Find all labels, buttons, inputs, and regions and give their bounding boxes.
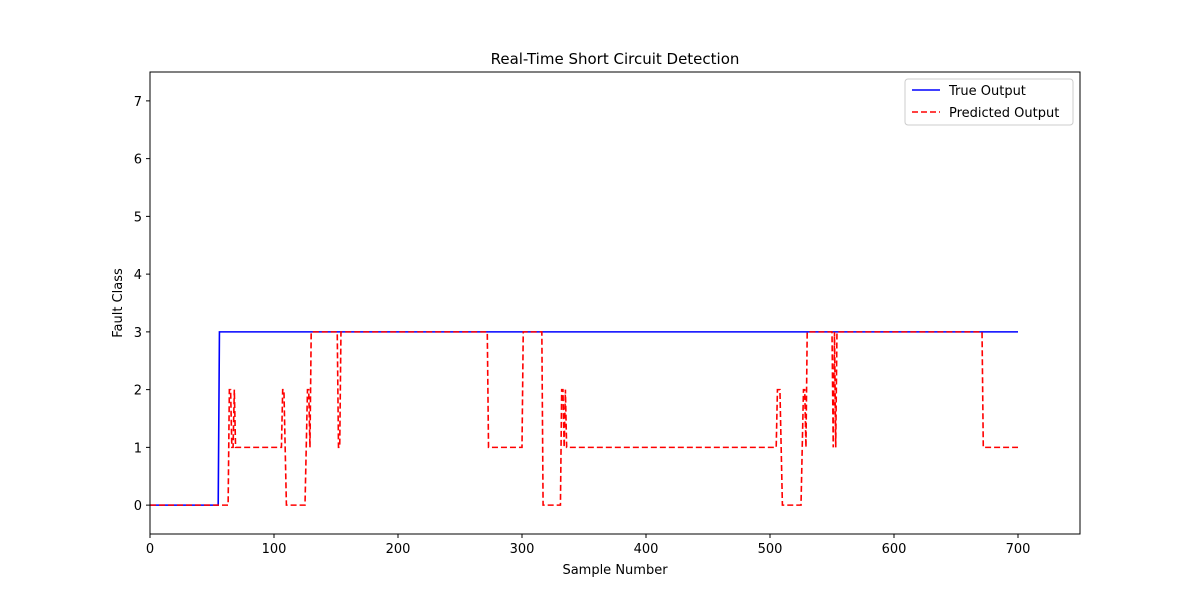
chart-title: Real-Time Short Circuit Detection	[491, 50, 740, 68]
x-tick-label: 400	[634, 542, 659, 557]
x-tick-label: 300	[510, 542, 535, 557]
x-axis-label: Sample Number	[562, 563, 668, 578]
x-tick-label: 200	[386, 542, 411, 557]
series-line-true-output	[150, 331, 1018, 506]
legend-label-predicted-output: Predicted Output	[949, 106, 1059, 121]
legend-box	[904, 78, 1074, 126]
legend-label-true-output: True Output	[948, 84, 1026, 99]
series-line-predicted-output	[150, 331, 1018, 506]
y-tick-label: 3	[134, 326, 142, 341]
x-tick-label: 700	[1006, 542, 1031, 557]
y-tick-label: 2	[134, 384, 142, 399]
series-lines	[150, 331, 1018, 506]
legend: True Output Predicted Output	[904, 78, 1074, 126]
y-tick-label: 0	[134, 499, 142, 514]
y-tick-label: 1	[134, 441, 142, 456]
plot-area-frame	[149, 71, 1081, 535]
y-tick-label: 5	[134, 210, 142, 225]
x-tick-label: 100	[262, 542, 287, 557]
y-axis-label: Fault Class	[111, 268, 126, 338]
axis-ticks: 0 100 200 300 400 500 600 700 0 1 2 3 4 5 6 7	[134, 95, 1031, 557]
y-tick-label: 6	[134, 153, 142, 168]
y-tick-label: 4	[134, 268, 142, 283]
x-tick-label: 500	[758, 542, 783, 557]
y-tick-label: 7	[134, 95, 142, 110]
x-tick-label: 600	[882, 542, 907, 557]
x-tick-label: 0	[146, 542, 154, 557]
